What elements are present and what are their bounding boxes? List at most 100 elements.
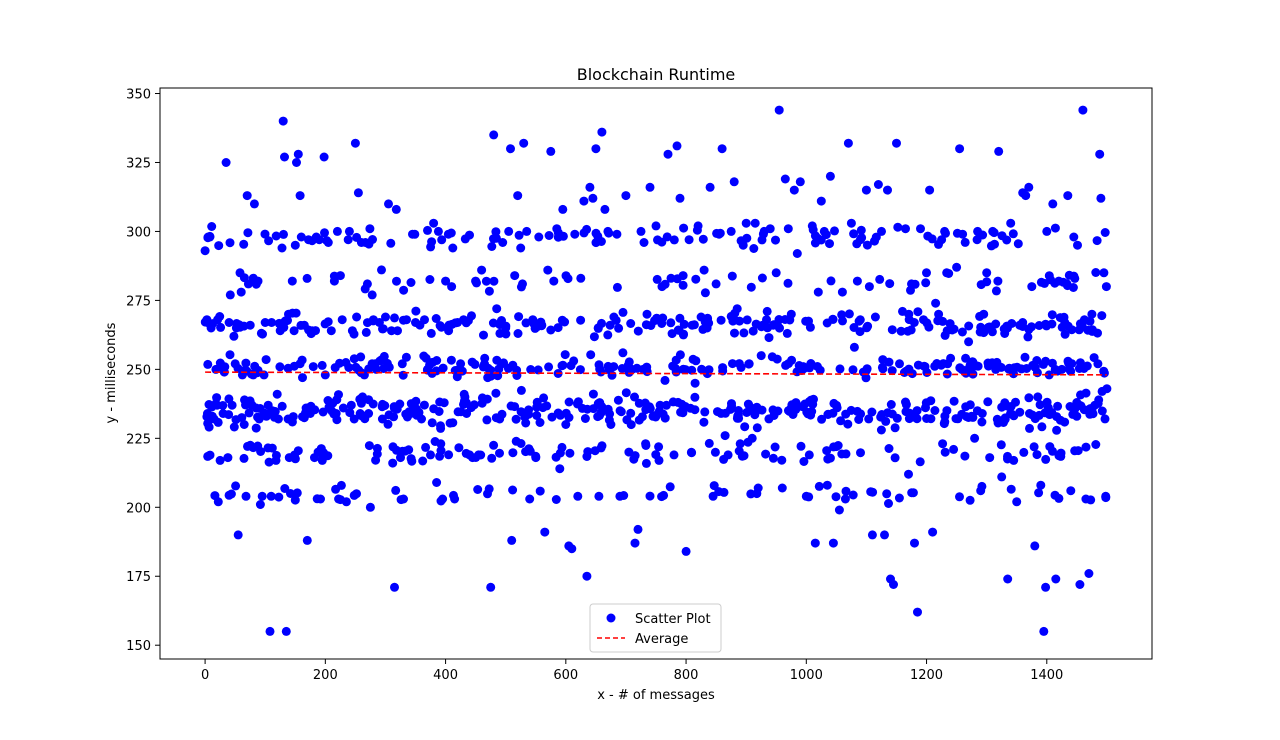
scatter-point	[223, 453, 233, 463]
scatter-point	[588, 193, 598, 203]
scatter-point	[206, 323, 216, 333]
scatter-point	[848, 365, 858, 375]
scatter-point	[436, 446, 446, 455]
scatter-point	[347, 326, 357, 336]
scatter-point	[253, 276, 263, 286]
scatter-point	[825, 239, 834, 249]
scatter-point	[880, 530, 889, 540]
scatter-point	[239, 239, 249, 249]
scatter-point	[1041, 454, 1051, 464]
scatter-point	[875, 274, 885, 284]
scatter-point	[654, 442, 664, 452]
scatter-point	[448, 243, 458, 253]
legend-label-average: Average	[635, 632, 688, 647]
scatter-point	[433, 226, 443, 236]
scatter-point	[836, 416, 846, 426]
scatter-point	[236, 287, 246, 297]
scatter-point	[641, 441, 651, 450]
scatter-point	[260, 229, 270, 239]
scatter-point	[606, 420, 616, 429]
scatter-point	[417, 414, 426, 424]
scatter-point	[314, 235, 324, 245]
scatter-point	[586, 350, 596, 360]
scatter-point	[1051, 574, 1061, 584]
scatter-point	[569, 356, 579, 366]
scatter-point	[618, 307, 628, 317]
scatter-point	[1050, 223, 1060, 233]
scatter-point	[266, 491, 276, 501]
scatter-point	[278, 116, 288, 126]
scatter-point	[961, 353, 971, 363]
scatter-point	[983, 397, 993, 407]
y-axis-title: y - milliseconds	[104, 322, 119, 423]
y-tick-label: 250	[126, 363, 151, 378]
scatter-point	[591, 144, 601, 154]
scatter-point	[382, 358, 392, 368]
scatter-point	[926, 414, 936, 424]
scatter-point	[392, 276, 401, 286]
scatter-point	[964, 321, 974, 331]
scatter-point	[399, 494, 408, 504]
scatter-point	[229, 422, 239, 432]
scatter-point	[949, 396, 959, 406]
x-tick-label: 0	[201, 668, 209, 683]
scatter-point	[744, 359, 754, 369]
scatter-point	[436, 421, 445, 431]
scatter-point	[462, 409, 472, 418]
scatter-point	[341, 497, 351, 507]
scatter-point	[979, 309, 989, 319]
scatter-point	[1032, 356, 1042, 365]
scatter-point	[558, 204, 568, 214]
scatter-point	[913, 607, 922, 617]
scatter-point	[1024, 393, 1034, 403]
scatter-point	[878, 355, 888, 365]
scatter-point	[489, 130, 499, 140]
scatter-point	[673, 325, 683, 335]
scatter-point	[603, 330, 613, 340]
scatter-point	[293, 149, 303, 159]
scatter-point	[1037, 422, 1047, 432]
scatter-point	[1060, 318, 1070, 327]
scatter-point	[447, 282, 457, 292]
scatter-point	[952, 262, 962, 272]
scatter-point	[960, 237, 970, 247]
scatter-point	[511, 414, 521, 424]
scatter-point	[470, 359, 480, 369]
scatter-point	[341, 358, 351, 367]
scatter-point	[735, 316, 744, 326]
scatter-point	[679, 223, 689, 233]
scatter-point	[1030, 363, 1040, 372]
scatter-point	[913, 307, 923, 317]
scatter-point	[524, 444, 534, 454]
scatter-point	[406, 454, 416, 464]
scatter-point	[669, 235, 679, 245]
scatter-point	[1099, 368, 1109, 378]
scatter-point	[767, 352, 777, 362]
scatter-point	[931, 298, 941, 308]
scatter-point	[718, 363, 728, 373]
scatter-point	[873, 180, 883, 189]
scatter-point	[426, 328, 436, 338]
scatter-point	[501, 323, 511, 333]
scatter-point	[864, 282, 874, 292]
scatter-point	[261, 355, 271, 365]
scatter-point	[882, 489, 892, 499]
scatter-point	[716, 315, 726, 325]
scatter-point	[1060, 329, 1070, 339]
scatter-point	[1101, 491, 1111, 501]
scatter-point	[671, 364, 681, 373]
scatter-point	[1020, 352, 1030, 362]
scatter-point	[391, 485, 401, 495]
scatter-point	[678, 271, 688, 281]
scatter-point	[761, 449, 771, 459]
scatter-point	[749, 244, 759, 253]
scatter-point	[202, 315, 212, 325]
scatter-point	[846, 405, 856, 415]
scatter-point	[991, 319, 1001, 329]
scatter-point	[1030, 541, 1040, 551]
scatter-point	[384, 199, 393, 209]
scatter-point	[514, 230, 524, 240]
scatter-point	[928, 527, 938, 537]
scatter-point	[558, 360, 568, 370]
scatter-point	[438, 363, 448, 373]
